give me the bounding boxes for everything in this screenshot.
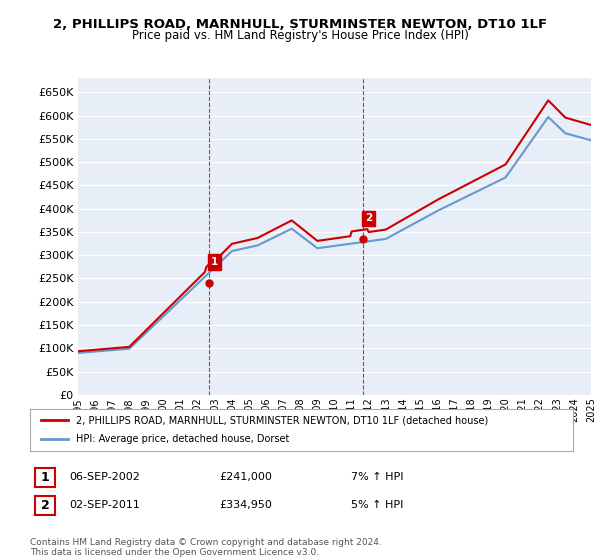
Text: 1: 1 [41, 470, 49, 484]
Text: Price paid vs. HM Land Registry's House Price Index (HPI): Price paid vs. HM Land Registry's House … [131, 29, 469, 42]
Text: HPI: Average price, detached house, Dorset: HPI: Average price, detached house, Dors… [76, 435, 290, 445]
Text: 02-SEP-2011: 02-SEP-2011 [69, 500, 140, 510]
Text: £334,950: £334,950 [219, 500, 272, 510]
Text: Contains HM Land Registry data © Crown copyright and database right 2024.
This d: Contains HM Land Registry data © Crown c… [30, 538, 382, 557]
Text: £241,000: £241,000 [219, 472, 272, 482]
Text: 1: 1 [211, 257, 218, 267]
Text: 2, PHILLIPS ROAD, MARNHULL, STURMINSTER NEWTON, DT10 1LF (detached house): 2, PHILLIPS ROAD, MARNHULL, STURMINSTER … [76, 415, 488, 425]
Text: 7% ↑ HPI: 7% ↑ HPI [351, 472, 404, 482]
Text: 5% ↑ HPI: 5% ↑ HPI [351, 500, 403, 510]
Text: 2, PHILLIPS ROAD, MARNHULL, STURMINSTER NEWTON, DT10 1LF: 2, PHILLIPS ROAD, MARNHULL, STURMINSTER … [53, 18, 547, 31]
Text: 2: 2 [41, 498, 49, 512]
Text: 06-SEP-2002: 06-SEP-2002 [69, 472, 140, 482]
Text: 2: 2 [365, 213, 372, 223]
